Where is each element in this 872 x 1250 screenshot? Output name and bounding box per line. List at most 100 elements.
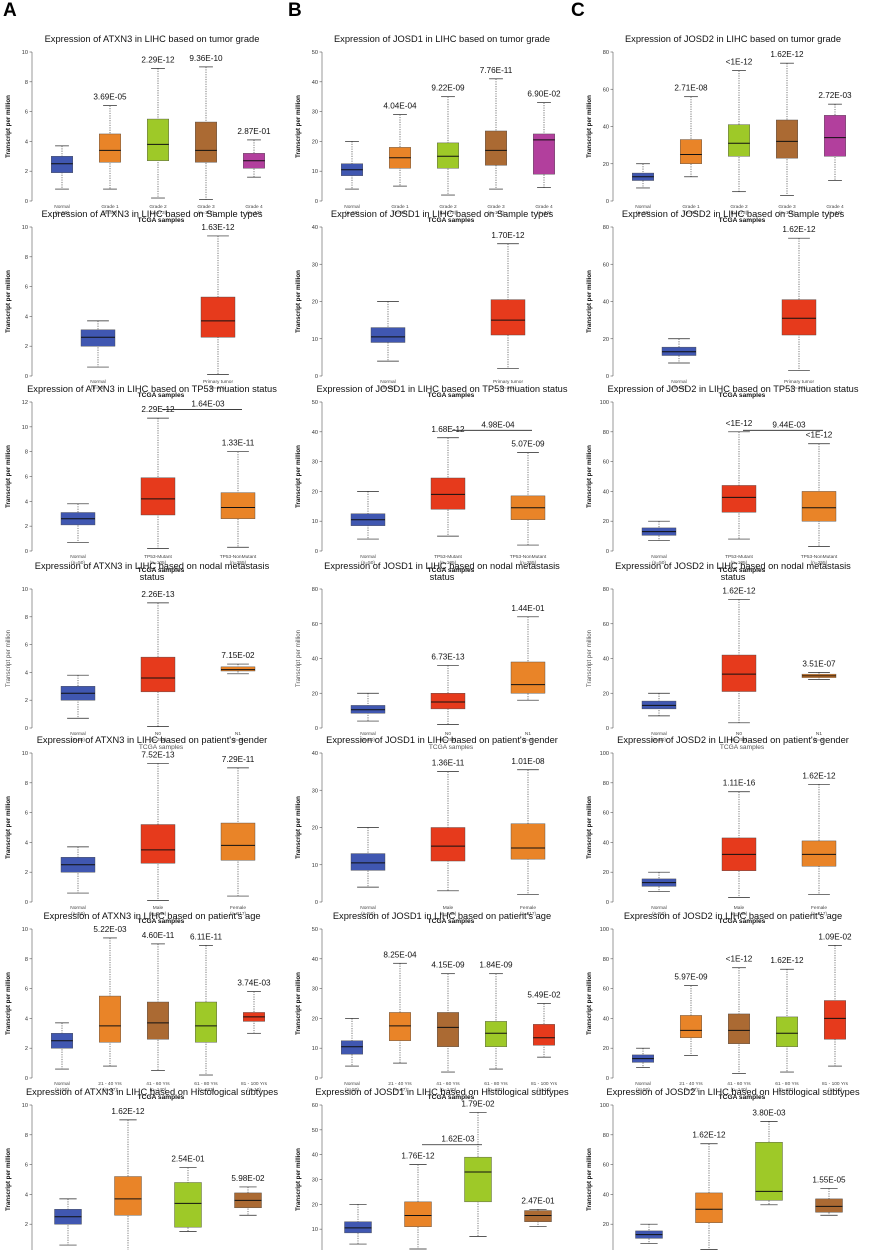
boxplot-chart: Expression of ATXN3 in LIHC based on nod…: [5, 561, 270, 751]
y-tick-label: 4: [25, 1192, 28, 1198]
chart-title: Expression of JOSD1 in LIHC based on Sam…: [331, 209, 554, 219]
p-value-label: 1.36E-11: [432, 759, 465, 768]
y-axis-label: Transcript per million: [295, 1148, 302, 1211]
sample-count: (n=245): [731, 911, 748, 917]
sample-count: (n=118): [488, 210, 505, 216]
category-label: Normal: [651, 731, 666, 737]
p-value-label: 9.36E-10: [189, 54, 223, 63]
y-tick-label: 4: [25, 670, 28, 676]
p-value-label: 5.49E-02: [527, 991, 561, 1000]
category-label: 41 - 60 Yrs: [727, 1081, 751, 1087]
boxplot-chart: Expression of JOSD1 in LIHC based on Sam…: [295, 209, 554, 399]
boxplot-chart: Expression of JOSD2 in LIHC based on pat…: [586, 735, 849, 925]
sample-count: (n=105): [731, 560, 748, 566]
sample-count: (n=140): [731, 1087, 748, 1093]
category-label: TP53-Mutant: [434, 554, 462, 560]
box-group: [60, 503, 96, 543]
sample-count: (n=27): [103, 1087, 117, 1093]
chart-title: status: [721, 572, 746, 582]
y-tick-label: 0: [606, 726, 609, 732]
sample-count: (n=12): [828, 210, 842, 216]
sample-count: (n=140): [150, 1087, 167, 1093]
boxplot-chart: Expression of ATXN3 in LIHC based on His…: [5, 1087, 278, 1250]
sample-count: (n=105): [440, 560, 457, 566]
p-value-label: 1.62E-12: [770, 956, 804, 965]
chart-title: Expression of ATXN3 in LIHC based on pat…: [37, 735, 268, 745]
bracket-p-value: 1.64E-03: [191, 399, 225, 408]
box-group: [727, 70, 750, 193]
category-label: 21 - 40 Yrs: [679, 1081, 703, 1087]
sample-count: (n=371): [210, 385, 227, 391]
category-label: Grade 3: [778, 204, 796, 210]
y-axis-label: Transcript per million: [295, 796, 302, 859]
sample-count: (n=4): [232, 737, 244, 743]
box-group: [823, 945, 846, 1067]
y-tick-label: 0: [25, 374, 28, 380]
p-value-label: 1.68E-12: [431, 425, 465, 434]
p-value-label: 1.62E-12: [802, 771, 836, 780]
y-tick-label: 40: [312, 751, 318, 757]
sample-count: (n=173): [150, 210, 167, 216]
x-axis-label: TCGA samples: [719, 918, 766, 925]
p-value-label: 4.60E-11: [142, 931, 175, 940]
x-axis-label: TCGA samples: [719, 392, 766, 399]
y-tick-label: 8: [25, 615, 28, 621]
chart-title: Expression of JOSD2 in LIHC based on TP5…: [608, 384, 859, 394]
y-tick-label: 60: [603, 460, 609, 466]
box: [510, 823, 546, 860]
box-group: [341, 1018, 364, 1067]
y-tick-label: 40: [603, 1016, 609, 1022]
y-tick-label: 2: [25, 1222, 28, 1228]
box: [436, 142, 459, 169]
y-tick-label: 0: [25, 549, 28, 555]
y-axis-label: Transcript per million: [295, 95, 302, 158]
x-axis-label: TCGA samples: [428, 1094, 475, 1101]
box-group: [632, 1047, 655, 1068]
box: [727, 124, 750, 157]
sample-count: (n=50): [381, 385, 395, 391]
y-tick-label: 8: [25, 80, 28, 86]
y-tick-label: 20: [312, 300, 318, 306]
box-group: [801, 672, 837, 680]
box-group: [98, 937, 121, 1067]
y-tick-label: 8: [25, 781, 28, 787]
y-tick-label: 40: [312, 430, 318, 436]
column-atxn3: Expression of ATXN3 in LIHC based on tum…: [0, 0, 290, 1250]
category-label: Normal: [360, 905, 375, 911]
p-value-label: 4.15E-09: [431, 961, 465, 970]
p-value-label: 7.15E-02: [221, 651, 255, 660]
box-group: [801, 783, 837, 895]
y-tick-label: 6: [25, 475, 28, 481]
box: [98, 133, 121, 163]
sample-count: (n=27): [393, 1087, 407, 1093]
x-axis-label: TCGA samples: [138, 217, 185, 224]
y-tick-label: 0: [315, 199, 318, 205]
box-group: [430, 437, 466, 537]
p-value-label: 2.87E-01: [237, 127, 271, 136]
sample-count: (n=12): [247, 210, 261, 216]
p-value-label: 2.72E-03: [818, 91, 852, 100]
box-group: [755, 1121, 783, 1206]
category-label: N0: [736, 731, 742, 737]
p-value-label: 7.52E-13: [141, 750, 175, 759]
p-value-label: 2.47E-01: [521, 1196, 555, 1205]
y-tick-label: 30: [312, 262, 318, 268]
category-label: Grade 3: [197, 204, 215, 210]
sample-count: (n=50): [91, 385, 105, 391]
box-group: [484, 973, 507, 1070]
category-label: 41 - 60 Yrs: [146, 1081, 170, 1087]
y-axis-label: Transcript per million: [5, 445, 12, 508]
boxplot-chart: Expression of JOSD2 in LIHC based on nod…: [586, 561, 851, 751]
y-tick-label: 20: [603, 162, 609, 168]
category-label: Grade 4: [826, 204, 844, 210]
box-group: [679, 96, 702, 178]
p-value-label: 2.71E-08: [674, 84, 708, 93]
boxplot-chart: Expression of ATXN3 in LIHC based on pat…: [5, 735, 268, 925]
p-value-label: 4.04E-04: [383, 102, 417, 111]
y-tick-label: 0: [25, 726, 28, 732]
box-group: [490, 243, 526, 369]
box-group: [721, 599, 757, 724]
p-value-label: 5.98E-02: [231, 1174, 265, 1183]
box: [194, 1001, 217, 1043]
sample-count: (n=140): [440, 1087, 457, 1093]
